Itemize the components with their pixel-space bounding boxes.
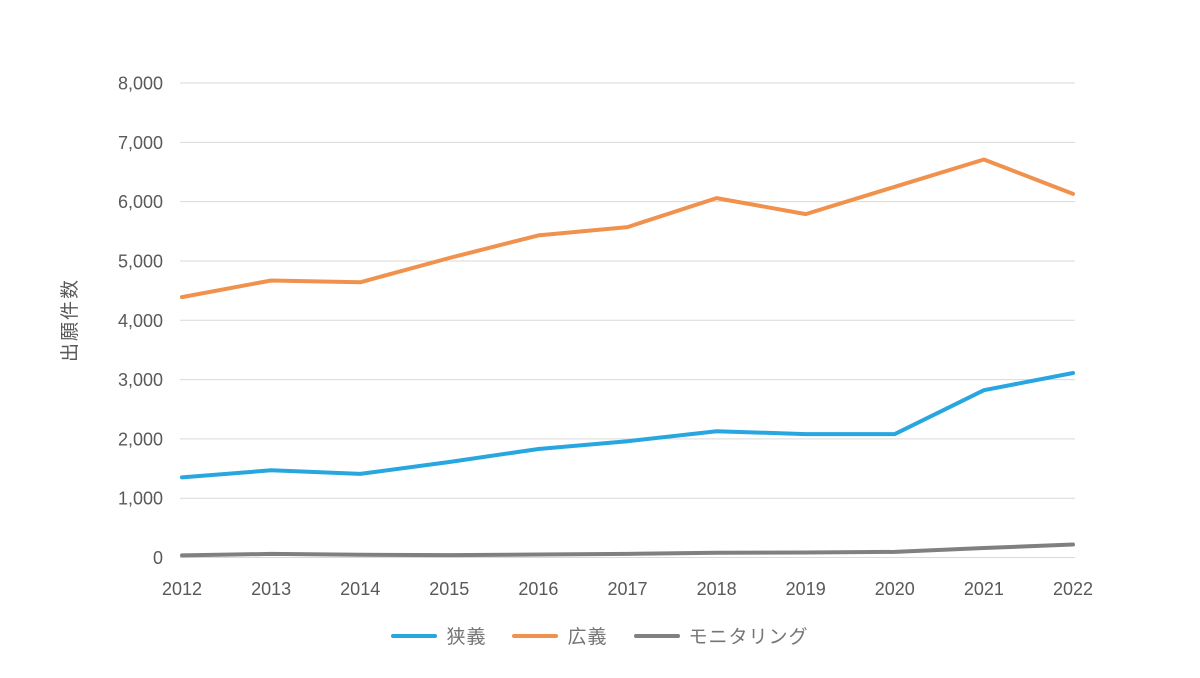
y-tick-label: 2,000 — [118, 429, 163, 449]
series-line-狭義 — [180, 371, 1075, 480]
y-tick-label: 6,000 — [118, 192, 163, 212]
y-tick-label: 5,000 — [118, 251, 163, 271]
gridlines — [180, 82, 1075, 558]
y-tick-label: 0 — [153, 548, 163, 568]
legend-label-monitoring: モニタリング — [688, 627, 809, 648]
legend-item-kogi: 広義 — [512, 622, 607, 649]
x-tick-label: 2016 — [518, 579, 558, 599]
legend-item-monitoring: モニタリング — [633, 622, 809, 649]
x-tick-label: 2019 — [786, 579, 826, 599]
y-axis-tick-labels: 0 1,000 2,000 3,000 4,000 5,000 6,000 7,000 8,00… — [118, 74, 163, 569]
kyogi-line-swatch — [391, 633, 438, 638]
y-tick-label: 4,000 — [118, 311, 163, 331]
x-tick-label: 2015 — [429, 579, 469, 599]
x-tick-label: 2021 — [964, 579, 1004, 599]
x-tick-label: 2012 — [162, 579, 202, 599]
monitoring-line-swatch — [633, 633, 680, 638]
y-tick-label: 1,000 — [118, 489, 163, 509]
x-tick-label: 2013 — [251, 579, 291, 599]
x-tick-label: 2014 — [340, 579, 380, 599]
kogi-line-swatch — [512, 633, 559, 638]
y-tick-label: 8,000 — [118, 74, 163, 94]
legend: 狭義 広義 モニタリング — [0, 622, 1200, 649]
x-axis-tick-labels: 2012 2013 2014 2015 2016 2017 2018 2019 2020 2021… — [162, 579, 1093, 599]
y-tick-label: 7,000 — [118, 133, 163, 153]
y-tick-label: 3,000 — [118, 370, 163, 390]
x-tick-label: 2018 — [697, 579, 737, 599]
x-tick-label: 2017 — [607, 579, 647, 599]
series-line-モニタリング — [180, 542, 1075, 558]
x-tick-label: 2022 — [1053, 579, 1093, 599]
series-line-広義 — [180, 157, 1075, 300]
line-chart: 0 1,000 2,000 3,000 4,000 5,000 6,000 7,000 8,00… — [59, 74, 1093, 600]
y-axis-title: 出願件数 — [59, 278, 81, 362]
legend-label-kogi: 広義 — [567, 627, 608, 648]
data-series-lines — [180, 157, 1075, 558]
legend-label-kyogi: 狭義 — [446, 627, 487, 648]
x-tick-label: 2020 — [875, 579, 915, 599]
legend-item-kyogi: 狭義 — [391, 622, 486, 649]
